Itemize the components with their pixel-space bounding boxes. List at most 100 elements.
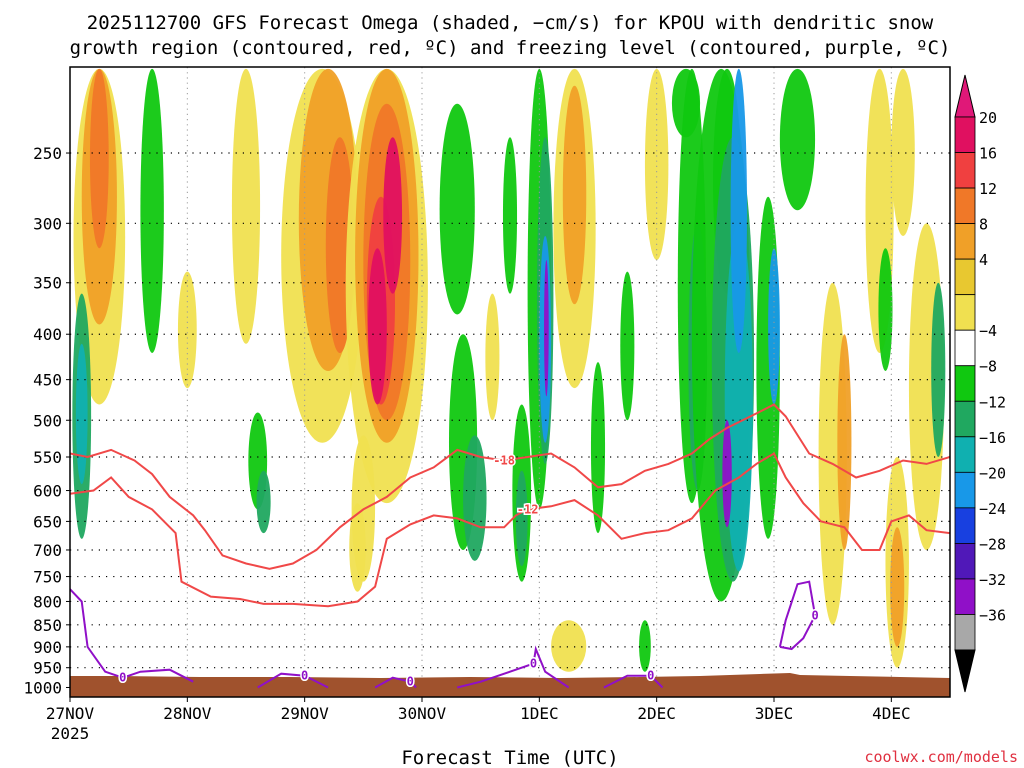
- colorbar-label-8: −16: [979, 429, 1006, 447]
- omega-shade-17: [368, 248, 387, 405]
- chart-title: 2025112700 GFS Forecast Omega (shaded, −…: [70, 12, 951, 59]
- omega-shade-18: [383, 137, 403, 294]
- omega-shade-37: [639, 620, 651, 672]
- x-tick-label-1: 28NOV: [163, 704, 212, 723]
- omega-shade-58: [779, 68, 816, 211]
- omega-shade-24: [485, 293, 500, 421]
- y-axis: 250 300 350 400 450 500 550 600 650 700 750 800 850 9…: [23, 144, 70, 697]
- colorbar-label-0: 20: [979, 109, 997, 127]
- contour-line-0: [70, 403, 950, 570]
- colorbar-swatch-5: [954, 294, 976, 331]
- colorbar-swatch-11: [954, 507, 976, 544]
- title-line-1: 2025112700 GFS Forecast Omega (shaded, −…: [87, 12, 934, 34]
- colorbar-label-9: −20: [979, 464, 1006, 482]
- x-tick-label-7: 4DEC: [872, 704, 911, 723]
- y-tick-label-750: 750: [33, 568, 62, 587]
- omega-shade-35: [620, 271, 635, 421]
- colorbar-swatch-2: [954, 187, 976, 224]
- colorbar-swatch-0: [954, 116, 976, 153]
- colorbar-swatch-3: [954, 223, 976, 260]
- colorbar-label-6: −8: [979, 358, 997, 376]
- colorbar-swatch-12: [954, 543, 976, 580]
- colorbar-swatch-13: [954, 578, 976, 615]
- omega-shade-34: [590, 362, 606, 534]
- y-tick-label-350: 350: [33, 274, 62, 293]
- omega-shade-57: [644, 68, 669, 261]
- colorbar-swatch-8: [954, 400, 976, 438]
- omega-shade-44: [724, 223, 753, 572]
- contour-label-6: 0: [647, 669, 654, 683]
- colorbar-over-arrow: [954, 74, 976, 118]
- contour-label-4: 0: [407, 675, 414, 689]
- y-tick-label-650: 650: [33, 512, 62, 531]
- x-axis: 27NOV 28NOV 29NOV 30NOV 1DEC 2DEC 3DEC 4DEC: [46, 697, 911, 723]
- contour-label-5: 0: [530, 657, 537, 671]
- omega-shade-25: [502, 137, 518, 294]
- colorbar-label-13: −36: [979, 606, 1006, 624]
- y-tick-label-500: 500: [33, 411, 62, 430]
- colorbar-label-12: −32: [979, 571, 1006, 589]
- x-tick-label-3: 30NOV: [398, 704, 447, 723]
- contour-label-0: -18: [493, 453, 515, 467]
- contour-line-4: [374, 676, 417, 689]
- colorbar-swatch-4: [954, 258, 976, 296]
- contour-line-5: [456, 645, 570, 689]
- contour-line-6: [603, 674, 664, 689]
- omega-shade-2: [89, 68, 109, 249]
- contour-label-3: 0: [301, 669, 308, 683]
- omega-shade-29: [544, 260, 549, 397]
- colorbar-label-10: −24: [979, 500, 1006, 518]
- omega-shade-33: [562, 85, 587, 305]
- omega-shade-54: [890, 527, 905, 647]
- colorbar-label-1: 16: [979, 145, 997, 163]
- y-tick-label-950: 950: [33, 659, 62, 678]
- colorbar-swatch-14: [954, 614, 976, 651]
- y-tick-label-250: 250: [33, 144, 62, 163]
- omega-shade-5: [140, 68, 164, 354]
- colorbar-under-arrow: [954, 649, 976, 693]
- colorbar-swatch-10: [954, 471, 976, 509]
- contour-line-7: [778, 580, 817, 651]
- contour-label-7: 0: [811, 609, 818, 623]
- colorbar-swatch-9: [954, 436, 976, 473]
- y-tick-label-1000: 1000: [23, 678, 62, 697]
- contour-label-2: 0: [119, 671, 126, 685]
- x-tick-label-2: 29NOV: [281, 704, 330, 723]
- colorbar-label-11: −28: [979, 535, 1006, 553]
- ground-surface: [70, 673, 950, 697]
- colorbar-swatch-7: [954, 365, 976, 402]
- contour-line-2: [70, 588, 194, 683]
- y-tick-label-700: 700: [33, 541, 62, 560]
- y-tick-label-850: 850: [33, 616, 62, 635]
- omega-shade-31: [515, 470, 528, 567]
- plot-frame: [69, 66, 951, 698]
- y-tick-label-900: 900: [33, 638, 62, 657]
- contour-layer: -18 -12 0 0 0 0 0 0: [70, 403, 950, 690]
- x-axis-title: Forecast Time (UTC): [401, 747, 618, 768]
- y-tick-label-450: 450: [33, 371, 62, 390]
- colorbar-label-4: 4: [979, 251, 988, 269]
- y-tick-label-800: 800: [33, 592, 62, 611]
- omega-shade-7: [231, 68, 261, 344]
- colorbar-swatch-6: [954, 329, 976, 367]
- omega-shade-52: [878, 248, 893, 371]
- colorbar-label-7: −12: [979, 393, 1006, 411]
- title-line-2: growth region (contoured, red, ºC) and f…: [70, 37, 951, 59]
- colorbar: 20 16 12 8 4 −4 −8 −12 −16 −20 −24 −28 −32 −36: [954, 74, 1006, 693]
- omega-shade-23: [463, 435, 487, 561]
- y-tick-label-600: 600: [33, 482, 62, 501]
- omega-shade-56: [931, 282, 946, 457]
- contour-label-1: -12: [517, 502, 539, 516]
- omega-shade-48: [768, 248, 780, 405]
- omega-shade-9: [256, 470, 271, 534]
- omega-shade-46: [722, 420, 732, 528]
- terrain-layer: [70, 673, 950, 697]
- x-tick-label-4: 1DEC: [520, 704, 559, 723]
- colorbar-label-5: −4: [979, 322, 997, 340]
- credit-text: coolwx.com/models: [864, 748, 1018, 766]
- omega-shade-4: [75, 343, 88, 485]
- colorbar-label-3: 8: [979, 216, 988, 234]
- x-year-label: 2025: [51, 724, 90, 743]
- omega-shade-21: [439, 103, 475, 315]
